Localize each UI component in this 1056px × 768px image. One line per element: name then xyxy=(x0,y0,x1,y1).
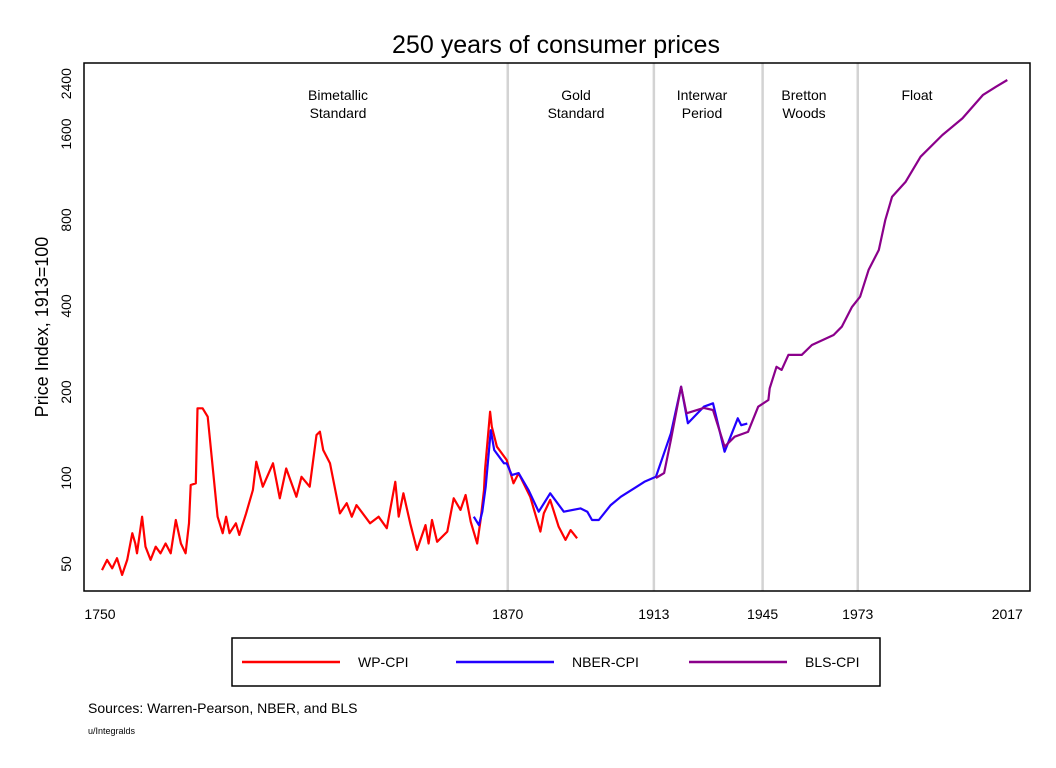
legend-item-wp-cpi: WP-CPI xyxy=(242,654,409,670)
y-axis-ticks: 50 100 200 400 800 1600 2400 xyxy=(58,68,74,572)
period-label: Bretton Woods xyxy=(781,87,826,121)
chart-title: 250 years of consumer prices xyxy=(392,31,720,59)
x-tick-label: 2017 xyxy=(992,606,1023,622)
legend-item-nber-cpi: NBER-CPI xyxy=(456,654,639,670)
y-tick-label: 2400 xyxy=(58,68,74,99)
period-boundaries xyxy=(506,63,860,591)
period-label: Bimetallic Standard xyxy=(308,87,368,121)
x-axis-ticks: 1750 1870 1913 1945 1973 2017 xyxy=(84,606,1023,622)
y-tick-label: 1600 xyxy=(58,118,74,149)
sources-note: Sources: Warren-Pearson, NBER, and BLS xyxy=(88,700,358,716)
period-label: Float xyxy=(901,87,932,103)
y-tick-label: 400 xyxy=(58,294,74,318)
y-axis-label: Price Index, 1913=100 xyxy=(32,237,52,418)
series-line-wp-cpi xyxy=(101,407,578,576)
y-tick-label: 800 xyxy=(58,208,74,232)
legend-label: NBER-CPI xyxy=(572,654,639,670)
x-tick-label: 1913 xyxy=(638,606,669,622)
period-label: Gold Standard xyxy=(548,87,605,121)
y-tick-label: 50 xyxy=(58,556,74,572)
period-label: Interwar Period xyxy=(677,87,728,121)
x-tick-label: 1973 xyxy=(842,606,873,622)
legend: WP-CPI NBER-CPI BLS-CPI xyxy=(231,637,881,687)
period-labels: Bimetallic Standard Gold Standard Interwar Pe… xyxy=(308,87,933,121)
legend-label: BLS-CPI xyxy=(805,654,859,670)
x-tick-label: 1750 xyxy=(84,606,115,622)
plot-frame xyxy=(83,62,1031,592)
y-tick-label: 200 xyxy=(58,380,74,404)
series-lines xyxy=(101,79,1008,576)
legend-item-bls-cpi: BLS-CPI xyxy=(689,654,859,670)
legend-label: WP-CPI xyxy=(358,654,409,670)
x-tick-label: 1945 xyxy=(747,606,778,622)
y-tick-label: 100 xyxy=(58,466,74,490)
author-credit: u/Integralds xyxy=(88,726,136,736)
series-line-bls-cpi xyxy=(655,79,1008,479)
x-tick-label: 1870 xyxy=(492,606,523,622)
